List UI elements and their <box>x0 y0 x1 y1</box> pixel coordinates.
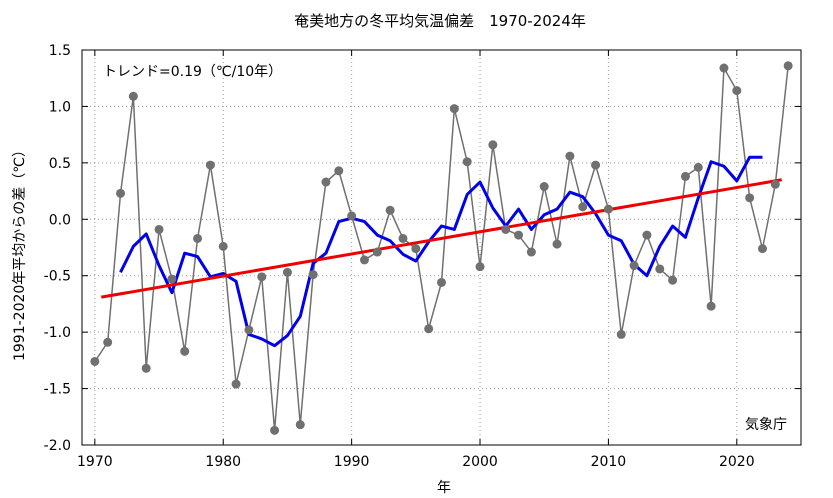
annual-data-point <box>128 91 138 101</box>
x-tick-label: 1990 <box>334 454 370 470</box>
annual-data-point <box>680 171 690 181</box>
annual-data-point <box>668 275 678 285</box>
grid-lines <box>82 50 801 445</box>
annual-data-point <box>193 233 203 243</box>
annual-data-point <box>282 267 292 277</box>
annual-data-point <box>154 224 164 234</box>
annual-data-point <box>321 177 331 187</box>
y-tick-label: -1.0 <box>44 325 71 341</box>
trend-line <box>101 178 782 299</box>
annual-data-point <box>141 363 151 373</box>
annual-data-point <box>437 277 446 287</box>
annual-data-point <box>770 179 780 189</box>
y-tick-label: 1.0 <box>49 99 71 115</box>
y-tick-label: 1.5 <box>49 43 71 59</box>
annual-data-point <box>385 205 395 215</box>
annual-data-point <box>693 162 703 172</box>
annual-data-point <box>359 255 369 265</box>
annual-data-point <box>411 244 421 254</box>
annual-data-point <box>475 262 485 272</box>
annual-data-point <box>745 193 755 203</box>
annual-data-point <box>257 272 267 282</box>
trend-annotation: トレンド=0.19（℃/10年） <box>103 64 282 80</box>
annual-data-point <box>424 324 434 334</box>
annual-data-point <box>116 188 126 198</box>
annual-data-point <box>231 379 241 389</box>
annual-data-point <box>270 425 280 435</box>
annual-data-point <box>552 239 562 249</box>
annual-data-point <box>449 104 459 114</box>
annual-data-point <box>539 182 549 192</box>
annual-data-point <box>462 157 472 167</box>
annual-data-point <box>616 329 626 339</box>
x-tick-label: 2000 <box>462 454 498 470</box>
x-tick-label: 2020 <box>719 454 755 470</box>
y-axis-label: 1991-2020年平均からの差（℃） <box>12 143 28 361</box>
annual-data-point <box>372 247 382 257</box>
annual-data-point <box>514 230 524 240</box>
annual-data-point <box>295 420 305 430</box>
y-tick-label: -2.0 <box>44 438 71 454</box>
annual-data-point <box>783 61 793 71</box>
y-tick-label: -1.5 <box>44 382 71 398</box>
annual-data-point <box>642 230 652 240</box>
annual-data-point <box>90 356 100 366</box>
x-tick-label: 1970 <box>77 454 113 470</box>
y-tick-label: 0.5 <box>49 156 71 172</box>
annual-data-point <box>732 86 742 96</box>
y-tick-label: 0.0 <box>49 212 71 228</box>
annual-data-point <box>398 233 408 243</box>
annual-data-point <box>347 211 357 221</box>
annual-data-point <box>501 224 511 234</box>
axis-ticks: 1970 1980 1990 2000 2010 2020 -2.0 -1.5 -1.0 -0.5… <box>44 43 801 470</box>
annual-data-point <box>565 151 575 161</box>
annual-data-point <box>488 140 498 150</box>
annual-data-point <box>706 301 716 311</box>
series-layer <box>90 61 793 435</box>
annual-data-point <box>655 264 665 274</box>
annual-data-point <box>218 241 228 251</box>
annual-data-point <box>578 202 588 212</box>
annual-data-point <box>526 247 536 257</box>
annual-data-point <box>103 337 113 347</box>
annual-data-point <box>167 274 177 284</box>
annual-data-point <box>757 244 767 254</box>
credit-label: 気象庁 <box>745 417 787 433</box>
plot-frame <box>81 49 802 446</box>
annual-data-point <box>205 160 215 170</box>
x-axis-label: 年 <box>437 480 451 496</box>
x-tick-label: 1980 <box>205 454 241 470</box>
y-tick-label: -0.5 <box>44 269 71 285</box>
annual-data-point <box>180 346 190 356</box>
x-tick-label: 2010 <box>591 454 627 470</box>
annual-data-point <box>244 325 254 335</box>
annual-data-point <box>334 166 344 176</box>
annual-data-point <box>629 261 639 271</box>
annual-data-point <box>308 270 318 280</box>
moving-average-line <box>119 155 763 348</box>
annual-data-point <box>591 160 601 170</box>
chart-title: 奄美地方の冬平均気温偏差 1970-2024年 <box>294 12 586 30</box>
annual-data-point <box>603 204 613 214</box>
annual-data-point <box>719 63 729 73</box>
annual-anomaly-line <box>94 65 789 431</box>
